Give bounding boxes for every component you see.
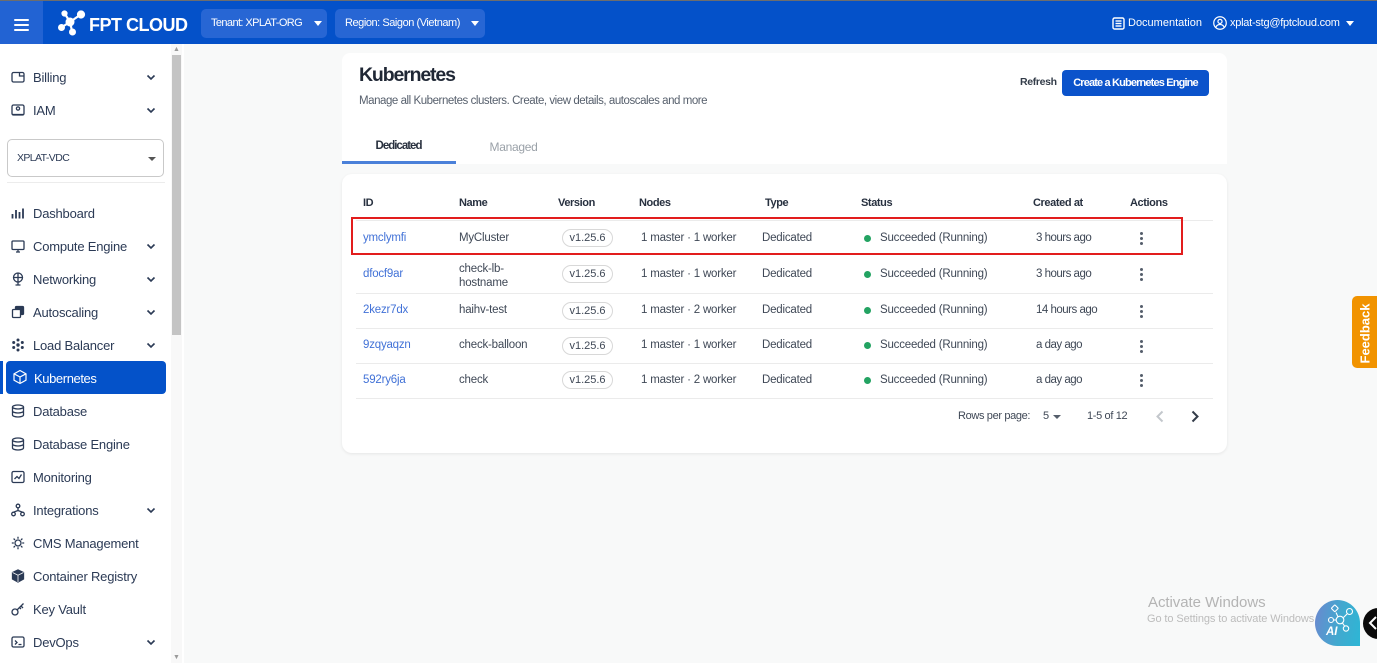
svg-text:AI: AI <box>1325 626 1338 638</box>
